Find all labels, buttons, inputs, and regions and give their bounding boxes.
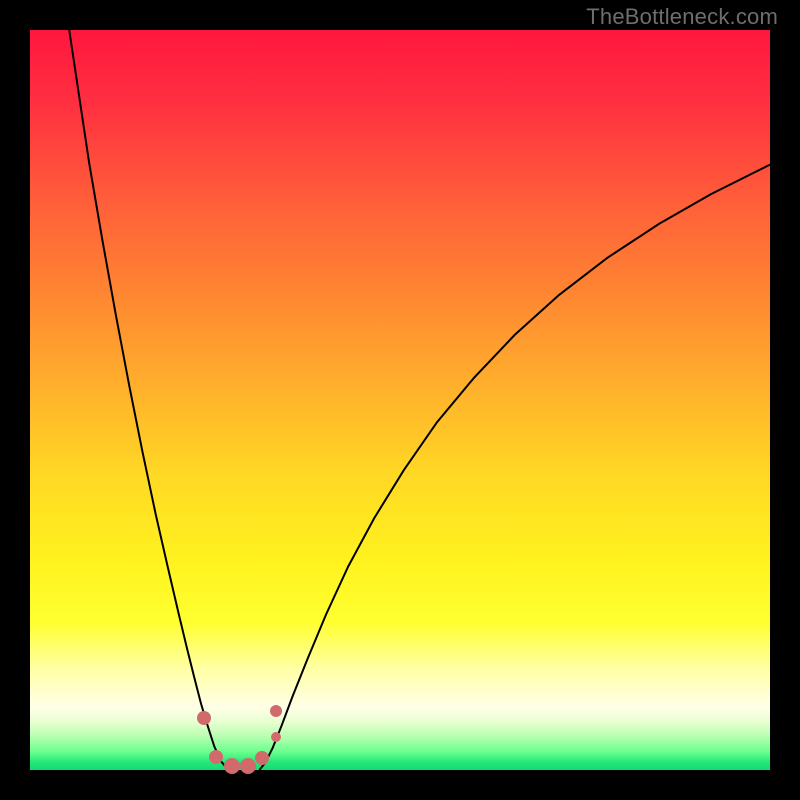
watermark-text: TheBottleneck.com bbox=[586, 4, 778, 30]
trough-marker bbox=[270, 705, 282, 717]
trough-marker bbox=[240, 758, 256, 774]
trough-marker bbox=[197, 711, 211, 725]
right-curve bbox=[259, 165, 770, 770]
plot-area bbox=[30, 30, 770, 770]
trough-marker bbox=[255, 751, 269, 765]
trough-marker bbox=[224, 758, 240, 774]
trough-marker bbox=[209, 750, 223, 764]
left-curve bbox=[69, 30, 228, 770]
curves-layer bbox=[30, 30, 770, 770]
trough-marker bbox=[271, 732, 281, 742]
